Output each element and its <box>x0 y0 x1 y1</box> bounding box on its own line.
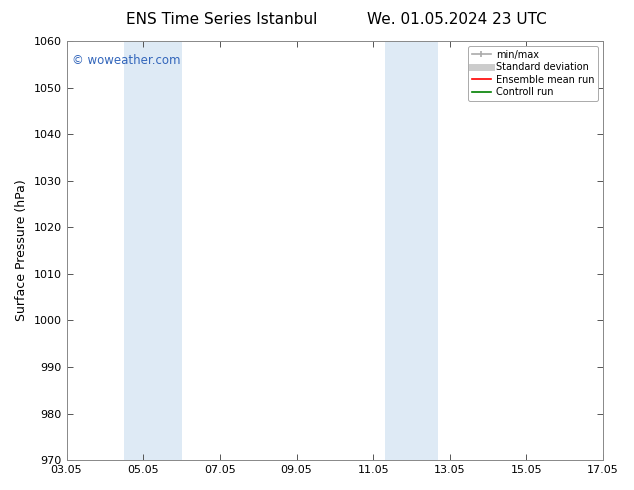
Text: We. 01.05.2024 23 UTC: We. 01.05.2024 23 UTC <box>366 12 547 27</box>
Text: ENS Time Series Istanbul: ENS Time Series Istanbul <box>126 12 318 27</box>
Bar <box>124 41 181 460</box>
Text: © woweather.com: © woweather.com <box>72 53 181 67</box>
Y-axis label: Surface Pressure (hPa): Surface Pressure (hPa) <box>15 180 28 321</box>
Legend: min/max, Standard deviation, Ensemble mean run, Controll run: min/max, Standard deviation, Ensemble me… <box>468 46 598 101</box>
Bar <box>385 41 438 460</box>
